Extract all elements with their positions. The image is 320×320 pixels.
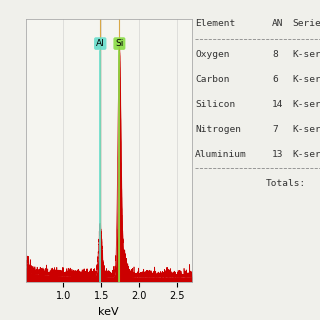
Text: K-series: K-series	[292, 100, 320, 109]
Text: Element: Element	[195, 19, 236, 28]
Text: Nitrogen: Nitrogen	[195, 125, 241, 134]
Text: K-series: K-series	[292, 50, 320, 59]
Text: 14: 14	[272, 100, 284, 109]
Text: Oxygen: Oxygen	[195, 50, 230, 59]
Text: Aluminium: Aluminium	[195, 150, 247, 159]
Text: Series: Series	[292, 19, 320, 28]
Text: 8: 8	[272, 50, 278, 59]
Text: 13: 13	[272, 150, 284, 159]
Text: AN: AN	[272, 19, 284, 28]
Text: K-series: K-series	[292, 125, 320, 134]
Text: Si: Si	[115, 39, 124, 48]
Text: Al: Al	[96, 39, 105, 48]
Text: 6: 6	[272, 75, 278, 84]
X-axis label: keV: keV	[99, 307, 119, 317]
Text: 7: 7	[272, 125, 278, 134]
Text: Carbon: Carbon	[195, 75, 230, 84]
Text: K-series: K-series	[292, 75, 320, 84]
Text: Silicon: Silicon	[195, 100, 236, 109]
Text: K-series: K-series	[292, 150, 320, 159]
Text: Totals:: Totals:	[266, 179, 306, 188]
